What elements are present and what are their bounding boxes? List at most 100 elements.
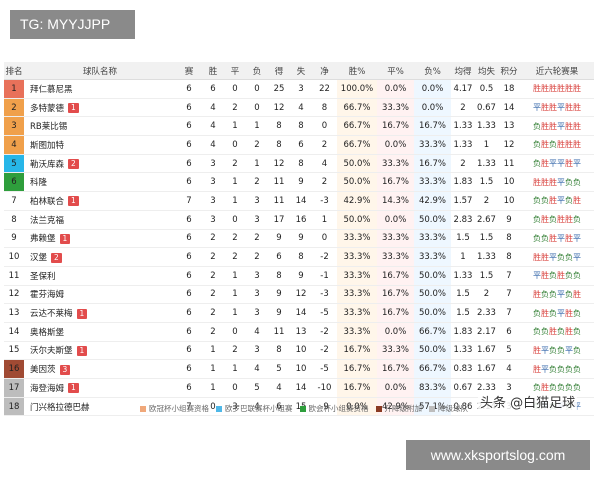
table-row[interactable]: 5 勒沃库森 2 6 3 2 1 12 8 4 50.0% 33.3% 16.7% 2 1.33 11 负胜平平… bbox=[4, 154, 594, 174]
team-name[interactable]: 霍芬海姆 bbox=[30, 290, 65, 301]
played-cell: 6 bbox=[176, 229, 202, 249]
recent-form-cell: 负负胜负胜负 bbox=[520, 322, 594, 342]
table-row[interactable]: 2 多特蒙德 1 6 4 2 0 12 4 8 66.7% 33.3% 0.0% 2 0.67 14 平胜胜平胜… bbox=[4, 98, 594, 118]
form-result: 平 bbox=[541, 345, 549, 355]
team-cell[interactable]: 多特蒙德 1 bbox=[24, 98, 176, 118]
points-cell: 4 bbox=[498, 359, 520, 379]
team-cell[interactable]: 法兰克福 bbox=[24, 210, 176, 230]
table-row[interactable]: 6 科隆 6 3 1 2 11 9 2 50.0% 16.7% 33.3% 1.83 1.5 10 胜胜胜平负… bbox=[4, 172, 594, 193]
avg-against-cell: 2.33 bbox=[475, 303, 498, 323]
team-name[interactable]: 圣保利 bbox=[30, 271, 56, 282]
draws-cell: 2 bbox=[224, 229, 246, 249]
team-name[interactable]: 海登海姆 bbox=[30, 383, 65, 394]
draw-pct-cell: 33.3% bbox=[377, 154, 414, 174]
team-name[interactable]: 云达不莱梅 bbox=[30, 309, 73, 320]
form-result: 胜 bbox=[573, 289, 581, 299]
team-name[interactable]: 斯图加特 bbox=[30, 140, 65, 151]
team-cell[interactable]: 汉堡 2 bbox=[24, 247, 176, 267]
team-name[interactable]: 勒沃库森 bbox=[30, 159, 65, 170]
rank-cell: 9 bbox=[4, 229, 24, 249]
goals-against-cell: 4 bbox=[290, 98, 312, 118]
form-result: 负 bbox=[549, 215, 557, 225]
team-name[interactable]: 多特蒙德 bbox=[30, 103, 65, 114]
team-cell[interactable]: RB莱比锡 bbox=[24, 116, 176, 137]
table-row[interactable]: 10 汉堡 2 6 2 2 2 6 8 -2 33.3% 33.3% 33.3% 1 1.33 8 胜胜平负负平 bbox=[4, 247, 594, 267]
team-cell[interactable]: 圣保利 bbox=[24, 266, 176, 286]
team-cell[interactable]: 科隆 bbox=[24, 172, 176, 193]
team-name[interactable]: 美因茨 bbox=[30, 365, 56, 376]
table-row[interactable]: 1 拜仁慕尼黑 6 6 0 0 25 3 22 100.0% 0.0% 0.0% 4.17 0.5 18 胜胜… bbox=[4, 79, 594, 99]
form-result: 胜 bbox=[549, 121, 557, 131]
table-row[interactable]: 16 美因茨 3 6 1 1 4 5 10 -5 16.7% 16.7% 66.7% 0.83 1.67 4 胜… bbox=[4, 359, 594, 379]
team-cell[interactable]: 霍芬海姆 bbox=[24, 285, 176, 305]
team-cell[interactable]: 勒沃库森 2 bbox=[24, 154, 176, 174]
losses-cell: 3 bbox=[246, 303, 268, 323]
team-cell[interactable]: 门兴格拉德巴赫 bbox=[24, 397, 176, 417]
form-result: 负 bbox=[573, 345, 581, 355]
team-cell[interactable]: 沃尔夫斯堡 1 bbox=[24, 341, 176, 361]
form-result: 负 bbox=[573, 271, 581, 281]
team-name[interactable]: RB莱比锡 bbox=[30, 122, 68, 133]
recent-form-cell: 负胜负胜胜负 bbox=[520, 210, 594, 230]
points-cell: 10 bbox=[498, 191, 520, 211]
team-cell[interactable]: 云达不莱梅 1 bbox=[24, 303, 176, 323]
goal-diff-cell: 8 bbox=[312, 98, 337, 118]
wins-cell: 2 bbox=[202, 247, 224, 267]
rank-cell: 13 bbox=[4, 303, 24, 323]
draw-pct-cell: 0.0% bbox=[377, 378, 414, 398]
rank-cell: 12 bbox=[4, 285, 24, 305]
form-result: 负 bbox=[533, 215, 541, 225]
table-row[interactable]: 12 霍芬海姆 6 2 1 3 9 12 -3 33.3% 16.7% 50.0% 1.5 2 7 胜负负平负… bbox=[4, 285, 594, 305]
table-row[interactable]: 11 圣保利 6 2 1 3 8 9 -1 33.3% 16.7% 50.0% 1.33 1.5 7 平胜负胜… bbox=[4, 266, 594, 286]
header-win-pct: 胜% bbox=[337, 62, 377, 80]
goals-against-cell: 10 bbox=[290, 359, 312, 379]
team-name[interactable]: 科隆 bbox=[30, 178, 48, 189]
form-result: 负 bbox=[557, 383, 565, 393]
loss-pct-cell: 66.7% bbox=[414, 359, 451, 379]
form-result: 负 bbox=[549, 271, 557, 281]
table-row[interactable]: 14 奥格斯堡 6 2 0 4 11 13 -2 33.3% 0.0% 66.7% 1.83 2.17 6 负… bbox=[4, 322, 594, 342]
team-cell[interactable]: 奥格斯堡 bbox=[24, 322, 176, 342]
team-cell[interactable]: 斯图加特 bbox=[24, 135, 176, 155]
goal-diff-cell: 2 bbox=[312, 135, 337, 155]
header-goals-for: 得 bbox=[268, 62, 290, 80]
losses-cell: 2 bbox=[246, 135, 268, 155]
team-name[interactable]: 奥格斯堡 bbox=[30, 327, 65, 338]
losses-cell: 4 bbox=[246, 322, 268, 342]
team-name[interactable]: 门兴格拉德巴赫 bbox=[30, 402, 90, 413]
table-row[interactable]: 13 云达不莱梅 1 6 2 1 3 9 14 -5 33.3% 16.7% 50.0% 1.5 2.33 7… bbox=[4, 303, 594, 323]
table-row[interactable]: 17 海登海姆 1 6 1 0 5 4 14 -10 16.7% 0.0% 83.3% 0.67 2.33 3… bbox=[4, 378, 594, 398]
draw-pct-cell: 16.7% bbox=[377, 116, 414, 137]
table-row[interactable]: 7 柏林联合 1 7 3 1 3 11 14 -3 42.9% 14.3% 42.9% 1.57 2 10 负负… bbox=[4, 191, 594, 211]
team-name[interactable]: 弗赖堡 bbox=[30, 234, 56, 245]
form-result: 胜 bbox=[549, 103, 557, 113]
win-pct-cell: 100.0% bbox=[337, 79, 377, 99]
win-pct-cell: 42.9% bbox=[337, 191, 377, 211]
team-cell[interactable]: 海登海姆 1 bbox=[24, 378, 176, 398]
team-name[interactable]: 法兰克福 bbox=[30, 215, 65, 226]
table-row[interactable]: 3 RB莱比锡 6 4 1 1 8 8 0 66.7% 16.7% 16.7% 1.33 1.33 13 负胜… bbox=[4, 116, 594, 137]
draws-cell: 2 bbox=[224, 247, 246, 267]
win-pct-cell: 50.0% bbox=[337, 210, 377, 230]
table-row[interactable]: 8 法兰克福 6 3 0 3 17 16 1 50.0% 0.0% 50.0% 2.83 2.67 9 负胜负… bbox=[4, 210, 594, 230]
team-cell[interactable]: 拜仁慕尼黑 bbox=[24, 79, 176, 99]
team-cell[interactable]: 弗赖堡 1 bbox=[24, 229, 176, 249]
legend-swatch bbox=[299, 406, 306, 412]
table-row[interactable]: 9 弗赖堡 1 6 2 2 2 9 9 0 33.3% 33.3% 33.3% 1.5 1.5 8 负负胜平胜平 bbox=[4, 229, 594, 249]
win-pct-cell: 33.3% bbox=[337, 303, 377, 323]
draws-cell: 2 bbox=[224, 341, 246, 361]
points-cell: 9 bbox=[498, 210, 520, 230]
table-row[interactable]: 15 沃尔夫斯堡 1 6 1 2 3 8 10 -2 16.7% 33.3% 50.0% 1.33 1.67… bbox=[4, 341, 594, 361]
recent-form-cell: 负胜负平胜负 bbox=[520, 303, 594, 323]
played-cell: 6 bbox=[176, 341, 202, 361]
team-cell[interactable]: 美因茨 3 bbox=[24, 359, 176, 379]
team-name[interactable]: 汉堡 bbox=[30, 253, 48, 264]
team-name[interactable]: 拜仁慕尼黑 bbox=[30, 84, 73, 95]
table-row[interactable]: 4 斯图加特 6 4 0 2 8 6 2 66.7% 0.0% 33.3% 1.33 1 12 负胜负胜胜胜 bbox=[4, 135, 594, 155]
team-cell[interactable]: 柏林联合 1 bbox=[24, 191, 176, 211]
form-result: 胜 bbox=[541, 121, 549, 131]
team-name[interactable]: 沃尔夫斯堡 bbox=[30, 346, 73, 357]
win-pct-cell: 50.0% bbox=[337, 154, 377, 174]
form-result: 负 bbox=[573, 215, 581, 225]
team-name[interactable]: 柏林联合 bbox=[30, 196, 65, 207]
